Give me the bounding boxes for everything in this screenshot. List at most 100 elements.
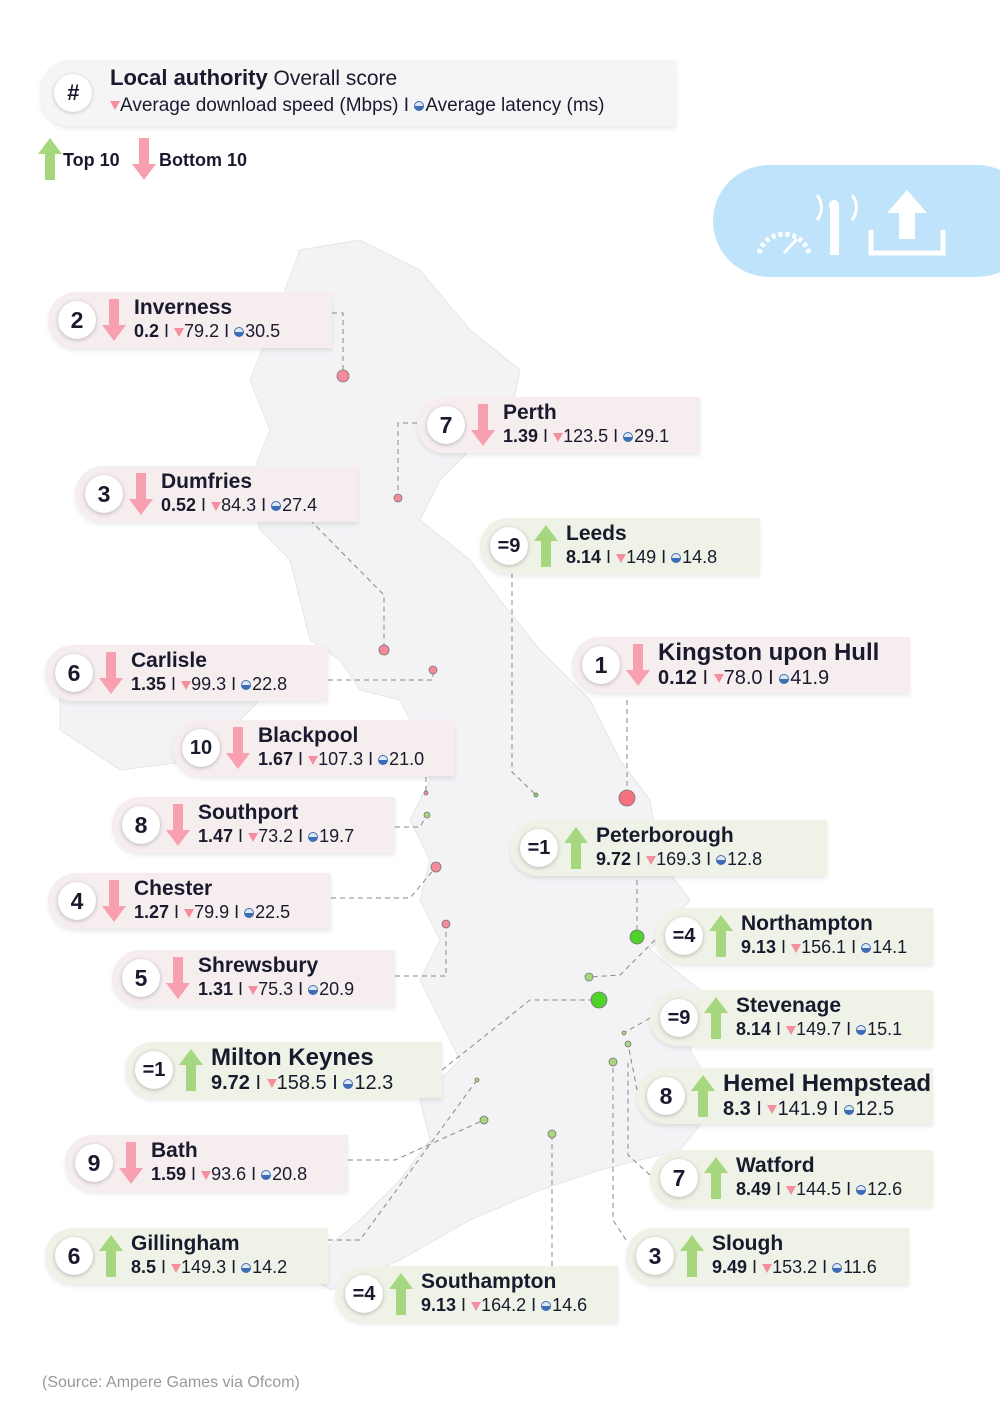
authority-card: 5 Shrewsbury 1.31 I 75.3 I 20.9 [112, 950, 395, 1006]
legend-speed-label: Average download speed (Mbps) [120, 95, 399, 116]
legend-score-label: Overall score [273, 67, 398, 90]
speed-triangle-icon [211, 501, 222, 511]
download-speed: 79.2 [184, 321, 220, 341]
download-speed: 123.5 [563, 426, 609, 446]
latency-icon [308, 832, 319, 843]
arrow-down-icon [119, 1142, 143, 1184]
rank-badge: =1 [135, 1051, 173, 1089]
latency: 22.8 [252, 674, 288, 694]
latency-icon [261, 1170, 272, 1181]
authority-name: Inverness [134, 296, 233, 319]
authority-card: 4 Chester 1.27 I 79.9 I 22.5 [48, 873, 331, 929]
speed-triangle-icon [248, 985, 259, 995]
speed-triangle-icon [786, 1185, 797, 1195]
speed-triangle-icon [201, 1170, 212, 1180]
rank-badge: 1 [582, 646, 620, 684]
download-speed: 156.1 [801, 937, 847, 957]
authority-card: =1 Milton Keynes 9.72 I 158.5 I 12.3 [125, 1042, 442, 1098]
map-dot [618, 789, 636, 807]
download-speed: 73.2 [258, 826, 294, 846]
authority-name: Southport [198, 801, 299, 824]
rank-badge: =1 [520, 829, 558, 867]
speed-triangle-icon [762, 1263, 773, 1273]
authority-name: Dumfries [161, 470, 253, 493]
latency: 12.5 [855, 1098, 895, 1120]
download-speed: 169.3 [656, 849, 702, 869]
latency: 12.8 [727, 849, 763, 869]
map-dot [423, 790, 429, 796]
latency: 14.2 [252, 1257, 288, 1277]
map-dot [547, 1129, 557, 1139]
latency: 20.9 [319, 979, 355, 999]
legend-latency-label: Average latency (ms) [425, 95, 605, 116]
download-speed: 79.9 [194, 902, 230, 922]
authority-card: =1 Peterborough 9.72 I 169.3 I 12.8 [510, 820, 827, 876]
speed-triangle-icon [181, 680, 192, 690]
legend-header: # Local authority Overall score Average … [40, 60, 676, 126]
overall-score: 9.13 [421, 1295, 457, 1315]
bottom-10-label: Bottom 10 [159, 150, 248, 170]
overall-score: 9.49 [712, 1257, 748, 1277]
rank-badge: =9 [660, 999, 698, 1037]
overall-score: 9.72 [211, 1072, 250, 1094]
map-dot [621, 1030, 627, 1036]
overall-score: 9.72 [596, 849, 632, 869]
latency-icon [271, 501, 282, 512]
map-dot [584, 972, 594, 982]
rank-badge: 10 [182, 729, 220, 767]
map-dot [423, 811, 431, 819]
speed-triangle-icon [791, 943, 802, 953]
authority-card: 6 Carlisle 1.35 I 99.3 I 22.8 [45, 645, 328, 701]
arrow-up-icon [704, 1157, 728, 1199]
map-dot [608, 1057, 618, 1067]
map-dot [590, 991, 608, 1009]
rank-badge: =4 [345, 1275, 383, 1313]
rank-badge: 3 [85, 475, 123, 513]
arrow-down-icon [99, 652, 123, 694]
latency: 27.4 [282, 495, 318, 515]
authority-name: Shrewsbury [198, 954, 319, 977]
latency-icon [343, 1078, 354, 1089]
authority-name: Hemel Hempstead [723, 1070, 932, 1097]
rank-badge: 7 [427, 406, 465, 444]
overall-score: 0.52 [161, 495, 197, 515]
arrow-up-icon [99, 1235, 123, 1277]
authority-name: Carlisle [131, 649, 207, 672]
overall-score: 8.14 [736, 1019, 772, 1039]
overall-score: 1.39 [503, 426, 539, 446]
speed-triangle-icon [646, 855, 657, 865]
arrow-down-icon [626, 644, 650, 686]
arrow-up-icon [704, 997, 728, 1039]
arrow-down-icon [102, 880, 126, 922]
latency-icon [378, 755, 389, 766]
map-dot [624, 1040, 632, 1048]
map-dot [474, 1077, 480, 1083]
map-dot [629, 929, 645, 945]
latency: 12.3 [354, 1072, 394, 1094]
arrow-down-icon [129, 473, 153, 515]
authority-name: Leeds [566, 522, 627, 545]
speed-triangle-icon [713, 674, 724, 684]
authority-name: Kingston upon Hull [658, 639, 880, 666]
arrow-down-icon [166, 804, 190, 846]
authority-name: Slough [712, 1232, 784, 1255]
overall-score: 0.12 [658, 667, 697, 689]
authority-name: Blackpool [258, 724, 359, 747]
rank-badge: 9 [75, 1144, 113, 1182]
arrow-down-icon [132, 138, 156, 180]
map-dot [533, 792, 539, 798]
latency-icon [861, 943, 872, 954]
source-note: (Source: Ampere Games via Ofcom) [42, 1374, 300, 1391]
overall-score: 1.67 [258, 749, 294, 769]
authority-card: 3 Slough 9.49 I 153.2 I 11.6 [626, 1228, 909, 1284]
latency-icon [856, 1025, 867, 1036]
latency-icon [671, 553, 682, 564]
latency-icon [856, 1185, 867, 1196]
latency-icon [844, 1104, 855, 1115]
speed-triangle-icon [786, 1025, 797, 1035]
download-speed: 75.3 [258, 979, 294, 999]
latency-icon [308, 985, 319, 996]
authority-card: =9 Stevenage 8.14 I 149.7 I 15.1 [650, 990, 933, 1046]
arrow-up-icon [709, 915, 733, 957]
